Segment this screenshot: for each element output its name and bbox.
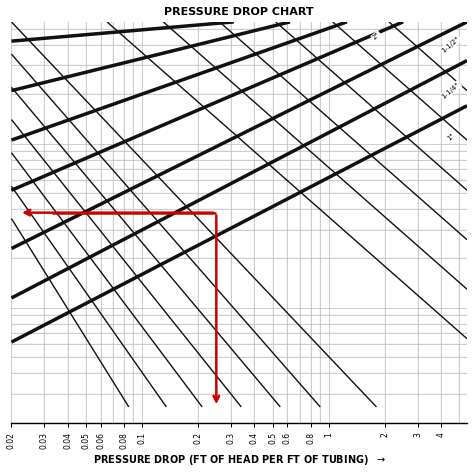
Text: 1": 1" (446, 132, 456, 142)
Text: 1-1/2": 1-1/2" (441, 36, 461, 54)
Text: 2": 2" (372, 31, 381, 41)
Text: 1-1/4": 1-1/4" (441, 82, 461, 100)
Title: PRESSURE DROP CHART: PRESSURE DROP CHART (164, 7, 314, 17)
X-axis label: PRESSURE DROP (FT OF HEAD PER FT OF TUBING)  $\rightarrow$: PRESSURE DROP (FT OF HEAD PER FT OF TUBI… (93, 453, 386, 467)
